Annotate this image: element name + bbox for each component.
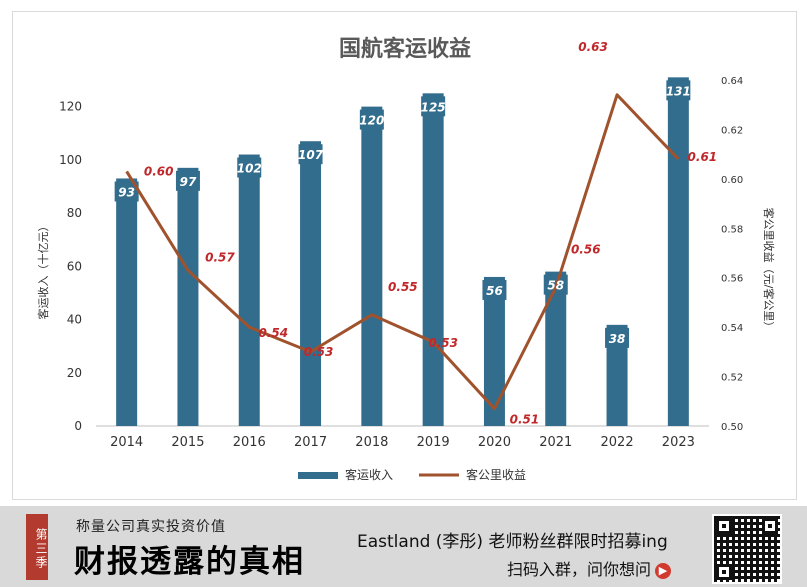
x-tick-label: 2022 [601, 435, 634, 450]
bar-data-label: 58 [547, 279, 564, 293]
bar-data-label: 38 [609, 332, 626, 346]
y-left-tick-label: 20 [67, 366, 82, 380]
x-tick-label: 2018 [355, 435, 388, 450]
bar [238, 154, 260, 426]
x-tick-label: 2021 [539, 435, 572, 450]
x-tick-label: 2019 [417, 435, 450, 450]
bar-label-badge [605, 327, 630, 348]
bar-label-badge [175, 170, 200, 191]
bar-label-badge [482, 279, 507, 300]
line-data-label: 0.63 [578, 40, 608, 54]
bar [361, 106, 383, 426]
line-data-label: 0.53 [428, 336, 458, 350]
y-right-tick-label: 0.54 [721, 323, 743, 334]
bar [116, 178, 138, 426]
y-left-tick-label: 120 [59, 100, 82, 114]
x-tick-label: 2014 [110, 435, 143, 450]
banner-ad-text: Eastland (李彤) 老师粉丝群限时招募ing [357, 532, 668, 552]
bar [422, 93, 444, 427]
bar-data-label: 125 [421, 100, 446, 114]
chart-frame: 国航客运收益 0 20 40 60 80 100 120 0.50 0.52 0.54 0.56 0.… [12, 11, 797, 500]
bar-data-label: 97 [180, 175, 197, 189]
bar-label-badge [666, 80, 691, 101]
y-right-tick-label: 0.60 [721, 175, 743, 186]
x-tick-label: 2020 [478, 435, 511, 450]
bar-data-label: 107 [298, 148, 324, 162]
bar [300, 141, 322, 426]
y-left-tick-label: 0 [74, 419, 82, 433]
legend-label-line: 客公里收益 [466, 467, 526, 482]
qr-finder [716, 564, 732, 580]
x-tick-label: 2017 [294, 435, 327, 450]
bar-data-label: 93 [118, 185, 135, 199]
bar-data-label: 56 [486, 284, 503, 298]
bar [667, 77, 689, 426]
y-axis-left-label: 客运收入（十亿元） [36, 221, 50, 320]
line-data-label: 0.60 [144, 164, 174, 178]
banner-subtitle: 称量公司真实投资价值 [76, 519, 226, 535]
x-tick-label: 2023 [662, 435, 695, 450]
line-data-label: 0.54 [258, 326, 288, 340]
y-right-tick-label: 0.64 [721, 76, 743, 87]
y-left-tick-label: 100 [59, 153, 82, 167]
bar-label-badge [421, 96, 446, 117]
y-right-tick-label: 0.52 [721, 373, 743, 384]
bar-label-badge [114, 181, 139, 202]
line-data-label: 0.56 [571, 243, 601, 257]
legend-label-bar: 客运收入 [345, 467, 393, 482]
chart-title: 国航客运收益 [339, 36, 471, 62]
bar-label-badge [298, 144, 323, 165]
line-data-label: 0.55 [388, 280, 418, 294]
season-badge: 第三季 [26, 514, 48, 580]
bar [177, 167, 199, 427]
y-left-tick-label: 60 [67, 259, 82, 273]
y-axis-right-label: 客公里收益（元/客公里） [762, 208, 776, 333]
y-right-tick-label: 0.62 [721, 125, 743, 136]
x-tick-label: 2016 [233, 435, 266, 450]
legend: 客运收入 客公里收益 [298, 467, 526, 482]
qr-finder [716, 518, 732, 534]
bar-label-badge [237, 157, 262, 178]
arrow-right-icon: ▶ [655, 562, 672, 579]
bar-data-label: 131 [666, 84, 691, 98]
banner-cta-text: 扫码入群，问你想问 [507, 560, 652, 579]
y-right-tick-label: 0.58 [721, 224, 743, 235]
bar-data-label: 102 [237, 162, 262, 176]
x-tick-label: 2015 [171, 435, 204, 450]
banner-cta[interactable]: 扫码入群，问你想问 ▶ [507, 556, 672, 580]
y-right-tick-label: 0.50 [721, 422, 743, 433]
y-left-tick-label: 80 [67, 206, 82, 220]
footer-banner: 第三季 称量公司真实投资价值 财报透露的真相 Eastland (李彤) 老师粉… [0, 506, 807, 587]
banner-title: 财报透露的真相 [74, 544, 305, 580]
qr-finder [762, 518, 778, 534]
bar [606, 324, 628, 426]
line-data-label: 0.61 [688, 150, 718, 164]
y-left-tick-label: 40 [67, 313, 82, 327]
bar [483, 276, 505, 426]
bar [545, 271, 567, 426]
legend-swatch-bar [298, 472, 338, 479]
y-right-tick-label: 0.56 [721, 274, 743, 285]
line-data-label: 0.51 [510, 413, 540, 427]
line-data-label: 0.53 [304, 345, 334, 359]
chart: 国航客运收益 0 20 40 60 80 100 120 0.50 0.52 0.54 0.56 0.… [36, 36, 776, 482]
bar-data-label: 120 [359, 114, 384, 128]
line-series [125, 93, 680, 411]
bar-label-badge [359, 109, 384, 130]
line-data-label: 0.57 [205, 250, 235, 264]
qr-code-icon[interactable] [712, 514, 782, 584]
